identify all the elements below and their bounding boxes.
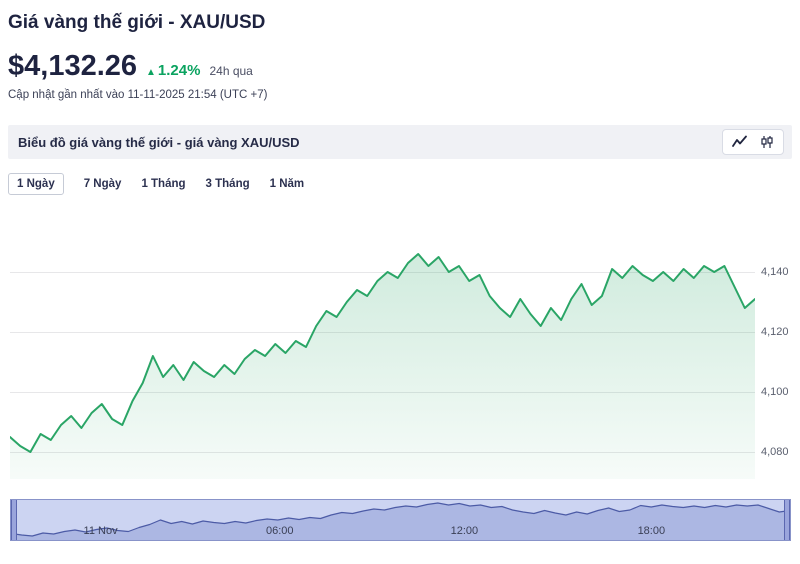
tab-1-day[interactable]: 1 Ngày (8, 173, 64, 195)
change-badge: ▲ 1.24% (146, 62, 200, 79)
tab-1-year[interactable]: 1 Năm (269, 178, 305, 190)
x-axis-label: 18:00 (637, 525, 666, 537)
price-row: $4,132.26 ▲ 1.24% 24h qua (8, 50, 792, 83)
y-axis-label: 4,100 (761, 386, 789, 398)
line-chart-icon[interactable] (732, 135, 748, 149)
x-axis-label: 12:00 (450, 525, 479, 537)
tab-3-month[interactable]: 3 Tháng (205, 178, 250, 190)
chart-section-bar: Biểu đồ giá vàng thế giới - giá vàng XAU… (8, 125, 792, 159)
tab-7-day[interactable]: 7 Ngày (83, 178, 122, 190)
x-axis-label: 11 Nov (83, 525, 118, 537)
last-updated-text: Cập nhật gần nhất vào 11-11-2025 21:54 (… (8, 89, 268, 101)
change-percent: 1.24% (157, 62, 201, 79)
page-title: Giá vàng thế giới - XAU/USD (8, 12, 266, 33)
current-price: $4,132.26 (8, 50, 138, 82)
navigator-handle-right[interactable] (784, 500, 790, 540)
navigator-line (11, 502, 790, 537)
candlestick-icon[interactable] (760, 135, 774, 149)
navigator-mini-chart (11, 502, 790, 540)
y-axis-label: 4,120 (761, 326, 789, 338)
range-tabs: 1 Ngày 7 Ngày 1 Tháng 3 Tháng 1 Năm (8, 173, 800, 195)
change-period: 24h qua (209, 64, 253, 78)
tab-1-month[interactable]: 1 Tháng (141, 178, 186, 190)
widget-header: Giá vàng thế giới - XAU/USD $4,132.26 ▲ 1… (0, 0, 800, 101)
y-axis-label: 4,140 (761, 266, 789, 278)
up-arrow-icon: ▲ (146, 67, 156, 78)
price-chart[interactable]: 4,080 4,100 4,120 4,140 (0, 203, 800, 481)
range-navigator[interactable]: 11 Nov 06:00 12:00 18:00 (10, 499, 791, 541)
x-axis-label: 06:00 (265, 525, 294, 537)
gridline (10, 272, 755, 273)
navigator-area (11, 503, 790, 540)
navigator-handle-left[interactable] (11, 500, 17, 540)
price-chart-canvas[interactable] (10, 203, 755, 479)
chart-type-toggle (722, 129, 784, 155)
chart-section-label: Biểu đồ giá vàng thế giới - giá vàng XAU… (18, 134, 300, 150)
series-area (10, 254, 755, 479)
series-line (10, 253, 755, 453)
y-axis-label: 4,080 (761, 446, 789, 458)
